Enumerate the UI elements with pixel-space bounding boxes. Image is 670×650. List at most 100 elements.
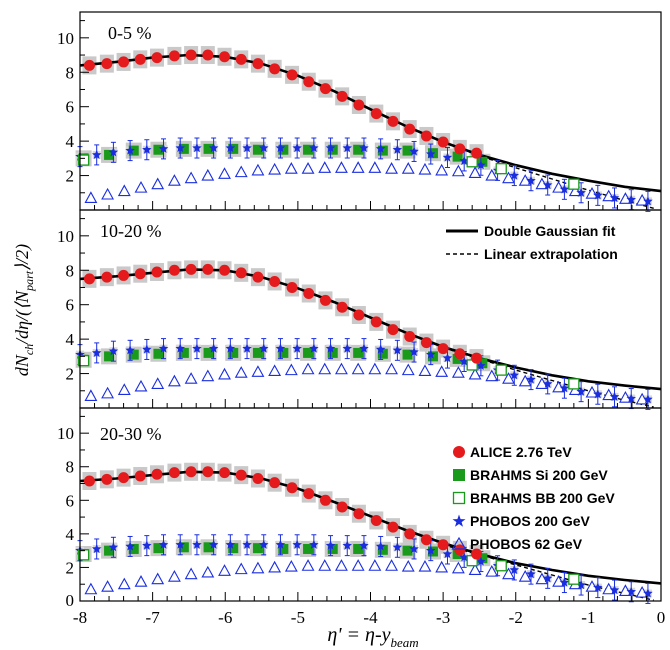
panel2-phobos200-point (242, 343, 252, 353)
panel1-phobos62-point (485, 168, 499, 181)
panel2-alice-point (370, 316, 382, 328)
panel2-phobos62-point (385, 362, 398, 375)
panel2-phobos200-point (125, 345, 135, 355)
panel2-alice-point (118, 269, 130, 281)
legend-alice: ALICE 2.76 TeV (470, 444, 572, 460)
panel1-phobos200-point (142, 144, 152, 154)
panel3-y-tick-label: 6 (66, 491, 75, 510)
panel3-alice-point (185, 466, 197, 478)
panel3-phobos200-point (542, 573, 553, 583)
panel1-phobos200-point (643, 196, 653, 206)
panel1-brahms-si-point (178, 143, 189, 154)
panel2-phobos200-point (593, 389, 603, 399)
panel2-phobos200-point (442, 353, 453, 363)
panel2-phobos62-point (167, 374, 181, 387)
panel2-phobos62-point (451, 366, 465, 378)
panel3-alice-point (286, 482, 298, 494)
panel3-brahms-si-point (353, 543, 364, 554)
panel3-phobos200-point (476, 556, 486, 566)
panel1-alice-point (420, 130, 432, 142)
panel3-phobos62-point (518, 570, 532, 582)
legend-double-gaussian: Double Gaussian fit (484, 223, 616, 239)
panel2-phobos200-point (375, 344, 386, 354)
panel1-phobos200-point (292, 143, 302, 153)
panel1-phobos62-point (335, 161, 348, 173)
panel2-alice-point (353, 309, 365, 321)
panel3-alice-point (83, 475, 95, 487)
panel2-alice-point (454, 348, 466, 360)
panel2-phobos62-point (502, 372, 515, 384)
panel2-phobos200-point (526, 374, 536, 384)
panel2-phobos200-point (309, 343, 319, 353)
panel3-alice-point (319, 494, 331, 506)
panel2-phobos62-point (101, 386, 115, 399)
y-axis-label: dNch/dη/(⟨Npart⟩/2) (12, 244, 36, 376)
panel3-alice-point (235, 469, 247, 481)
legend-brahms-bb-marker (452, 491, 466, 505)
panel2-phobos200-point (325, 343, 336, 353)
panel1-phobos62-point (385, 162, 398, 174)
panel2-phobos200-point (108, 346, 119, 356)
panel1-brahms-si-point (452, 151, 463, 162)
legend-lines: Double Gaussian fit Linear extrapolation (446, 223, 618, 262)
panel1-phobos200-point (442, 152, 453, 162)
panel1-phobos62-point (117, 184, 131, 197)
panel1-phobos62-point (602, 189, 616, 202)
panel1-phobos62-point (552, 180, 566, 193)
panel1-alice-point (319, 83, 331, 95)
panel3-phobos62-point (234, 562, 248, 575)
panel1-phobos200-point (576, 187, 586, 197)
panel2-alice-point (202, 263, 214, 275)
panel2-phobos200-point (225, 343, 236, 353)
legend-brahms-bb: BRAHMS BB 200 GeV (470, 490, 615, 506)
panel3-phobos62-point (101, 580, 115, 592)
panel2-brahms-si-point (303, 347, 314, 358)
panel1-phobos62-point (134, 180, 148, 193)
panel2-phobos200-point (609, 391, 620, 401)
panel1-phobos62-point (284, 162, 298, 174)
y-label-main: dN (12, 354, 32, 376)
panel2-phobos62-point (518, 374, 532, 387)
panel3-phobos62-point (201, 565, 215, 578)
panel1-alice-point (134, 53, 146, 65)
panel1-phobos62-point (234, 165, 248, 178)
panel1-alice-point (235, 53, 247, 65)
panel1-phobos200-point (192, 143, 202, 153)
panel2-alice-point (387, 324, 399, 336)
panel3-phobos62-point (418, 559, 432, 572)
x-label-main: η' = η-y (327, 624, 390, 646)
panel2-phobos62-point (218, 367, 231, 380)
panel3-phobos200-point (309, 539, 319, 549)
panel1-phobos200-point (225, 143, 236, 153)
panel1-alice-point (454, 143, 466, 155)
panel3-alice-point (404, 528, 416, 540)
panel2-alice-point (336, 301, 348, 313)
panel3-brahms-si-point (128, 543, 139, 554)
panel3-phobos200-point (242, 539, 252, 549)
panel3-y-tick-label: 4 (66, 525, 75, 544)
panel2-phobos200-point (292, 343, 302, 353)
panel2-brahms-bb-point (77, 355, 90, 367)
panel1-alice-point (151, 52, 163, 64)
panel2-phobos62-point (351, 362, 365, 375)
panel3-phobos200-point (275, 539, 286, 549)
panel3-alice-point (370, 514, 382, 526)
panel3-brahms-si-point (402, 545, 413, 556)
panel1-phobos200-point (526, 175, 536, 185)
panel2-brahms-si-point (203, 347, 214, 358)
panel1-phobos200-point (609, 192, 620, 202)
panel2-phobos200-point (275, 343, 286, 353)
panel3-phobos62-point (268, 560, 282, 573)
panel1-alice-point (286, 69, 298, 81)
panel2-phobos200-point (192, 343, 202, 353)
panel3-alice-point (387, 521, 399, 533)
panel1-alice-point (437, 136, 449, 148)
legend-alice-marker (453, 446, 465, 458)
panel1-phobos200-point (259, 143, 269, 153)
panel1-y-tick-label: 2 (66, 167, 75, 186)
legend-phobos62: PHOBOS 62 GeV (470, 536, 583, 552)
panel1-phobos62-point (201, 168, 215, 181)
panel1-brahms-si-point (477, 156, 488, 167)
panel1-phobos200-point (593, 190, 603, 200)
panel2-brahms-si-point (377, 348, 388, 359)
